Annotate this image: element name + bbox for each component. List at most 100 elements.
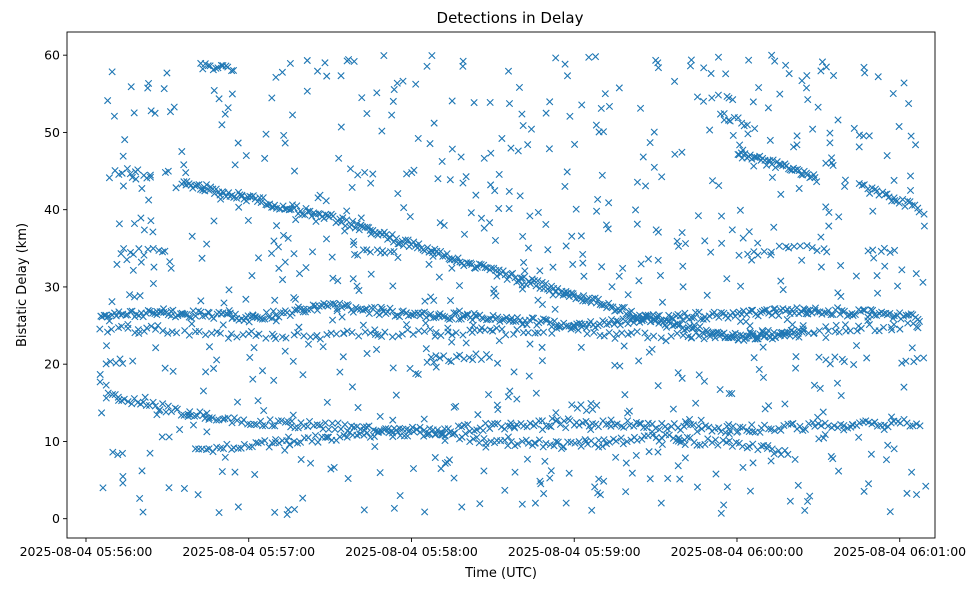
data-point-1803 bbox=[708, 177, 717, 185]
data-point-1758 bbox=[745, 56, 753, 64]
data-point-1677 bbox=[349, 275, 357, 283]
data-point-1603 bbox=[221, 453, 229, 461]
data-point-8 bbox=[128, 400, 136, 408]
data-point-303 bbox=[343, 433, 351, 441]
data-point-495 bbox=[304, 207, 312, 215]
data-point-1697 bbox=[572, 205, 580, 213]
data-point-1400 bbox=[708, 94, 716, 102]
data-point-1987 bbox=[859, 132, 868, 140]
data-point-1309 bbox=[866, 189, 874, 197]
data-point-1979 bbox=[217, 195, 225, 203]
data-point-2096 bbox=[361, 168, 369, 176]
data-point-1719 bbox=[707, 248, 715, 256]
data-point-2171 bbox=[594, 489, 602, 497]
data-point-1424 bbox=[890, 246, 899, 254]
data-point-2153 bbox=[281, 446, 289, 454]
data-point-1875 bbox=[825, 208, 833, 217]
data-point-1476 bbox=[284, 234, 292, 242]
data-point-2014 bbox=[349, 237, 358, 246]
data-point-1795 bbox=[908, 468, 916, 476]
data-point-309 bbox=[363, 429, 371, 437]
data-point-569 bbox=[448, 255, 456, 263]
data-point-1473 bbox=[764, 441, 772, 450]
data-point-1751 bbox=[919, 278, 927, 286]
data-point-1783 bbox=[723, 483, 731, 491]
data-point-1879 bbox=[367, 270, 375, 278]
data-point-174 bbox=[648, 420, 656, 428]
data-point-463 bbox=[242, 197, 250, 205]
data-point-1726 bbox=[306, 459, 315, 467]
data-point-421 bbox=[757, 442, 765, 450]
data-point-589 bbox=[487, 264, 496, 272]
data-point-1773 bbox=[700, 377, 709, 385]
data-point-2054 bbox=[764, 402, 773, 410]
data-point-1721 bbox=[716, 110, 725, 118]
data-point-1577 bbox=[389, 364, 397, 372]
data-point-1790 bbox=[744, 130, 752, 138]
data-point-613 bbox=[534, 277, 542, 285]
data-point-1373 bbox=[390, 247, 398, 256]
data-point-1799 bbox=[251, 313, 259, 321]
data-point-823 bbox=[262, 308, 271, 317]
data-point-1538 bbox=[180, 161, 188, 169]
data-point-1940 bbox=[548, 414, 556, 423]
data-point-52 bbox=[266, 416, 274, 424]
data-point-600 bbox=[508, 269, 517, 277]
data-point-2039 bbox=[474, 411, 482, 419]
data-point-1840 bbox=[281, 258, 289, 266]
data-point-2056 bbox=[722, 70, 730, 78]
data-point-2159 bbox=[674, 462, 682, 470]
data-point-609 bbox=[526, 279, 534, 288]
data-point-1145 bbox=[290, 331, 298, 339]
data-point-1263 bbox=[739, 146, 747, 154]
data-point-223 bbox=[801, 425, 809, 433]
data-point-2088 bbox=[646, 139, 654, 147]
data-point-1202 bbox=[600, 332, 608, 340]
data-point-1881 bbox=[908, 344, 916, 352]
data-point-1985 bbox=[547, 467, 555, 475]
data-point-1776 bbox=[149, 279, 157, 288]
data-point-2000 bbox=[658, 173, 666, 181]
data-point-907 bbox=[455, 315, 463, 323]
data-point-1578 bbox=[837, 261, 845, 270]
data-point-2133 bbox=[920, 222, 928, 230]
data-point-1394 bbox=[734, 114, 742, 122]
data-point-2124 bbox=[834, 289, 842, 297]
data-point-1156 bbox=[348, 328, 356, 337]
data-point-821 bbox=[258, 315, 267, 323]
data-point-2132 bbox=[833, 379, 842, 387]
data-point-1924 bbox=[186, 408, 194, 416]
data-point-139 bbox=[538, 417, 546, 425]
data-point-1634 bbox=[729, 131, 737, 140]
data-point-1081 bbox=[851, 310, 859, 319]
x-tick-label-5: 2025-08-04 06:01:00 bbox=[833, 544, 966, 559]
data-point-1666 bbox=[105, 317, 114, 325]
data-point-1889 bbox=[436, 219, 444, 227]
data-point-120 bbox=[479, 426, 487, 435]
data-point-1353 bbox=[146, 171, 154, 179]
data-point-1580 bbox=[562, 499, 570, 507]
data-point-1742 bbox=[328, 253, 336, 261]
data-point-2091 bbox=[125, 291, 134, 299]
data-point-1860 bbox=[791, 455, 799, 464]
data-point-1700 bbox=[328, 316, 337, 324]
data-point-2157 bbox=[374, 331, 382, 339]
data-point-541 bbox=[394, 240, 402, 248]
data-point-1435 bbox=[815, 353, 823, 361]
data-point-544 bbox=[399, 241, 408, 250]
data-point-1564 bbox=[546, 474, 554, 482]
data-point-1712 bbox=[715, 181, 723, 190]
data-point-1041 bbox=[760, 306, 769, 314]
data-point-2135 bbox=[577, 232, 585, 240]
y-axis-title: Bistatic Delay (km) bbox=[15, 223, 30, 347]
data-point-64 bbox=[304, 422, 312, 431]
data-point-1871 bbox=[363, 349, 371, 358]
data-point-73 bbox=[331, 425, 339, 433]
data-point-1467 bbox=[889, 89, 897, 98]
data-point-519 bbox=[351, 224, 359, 232]
data-point-1404 bbox=[735, 251, 743, 259]
data-point-1040 bbox=[758, 307, 766, 315]
data-point-1998 bbox=[819, 434, 828, 442]
data-point-2051 bbox=[279, 231, 288, 240]
data-point-1774 bbox=[389, 282, 397, 290]
